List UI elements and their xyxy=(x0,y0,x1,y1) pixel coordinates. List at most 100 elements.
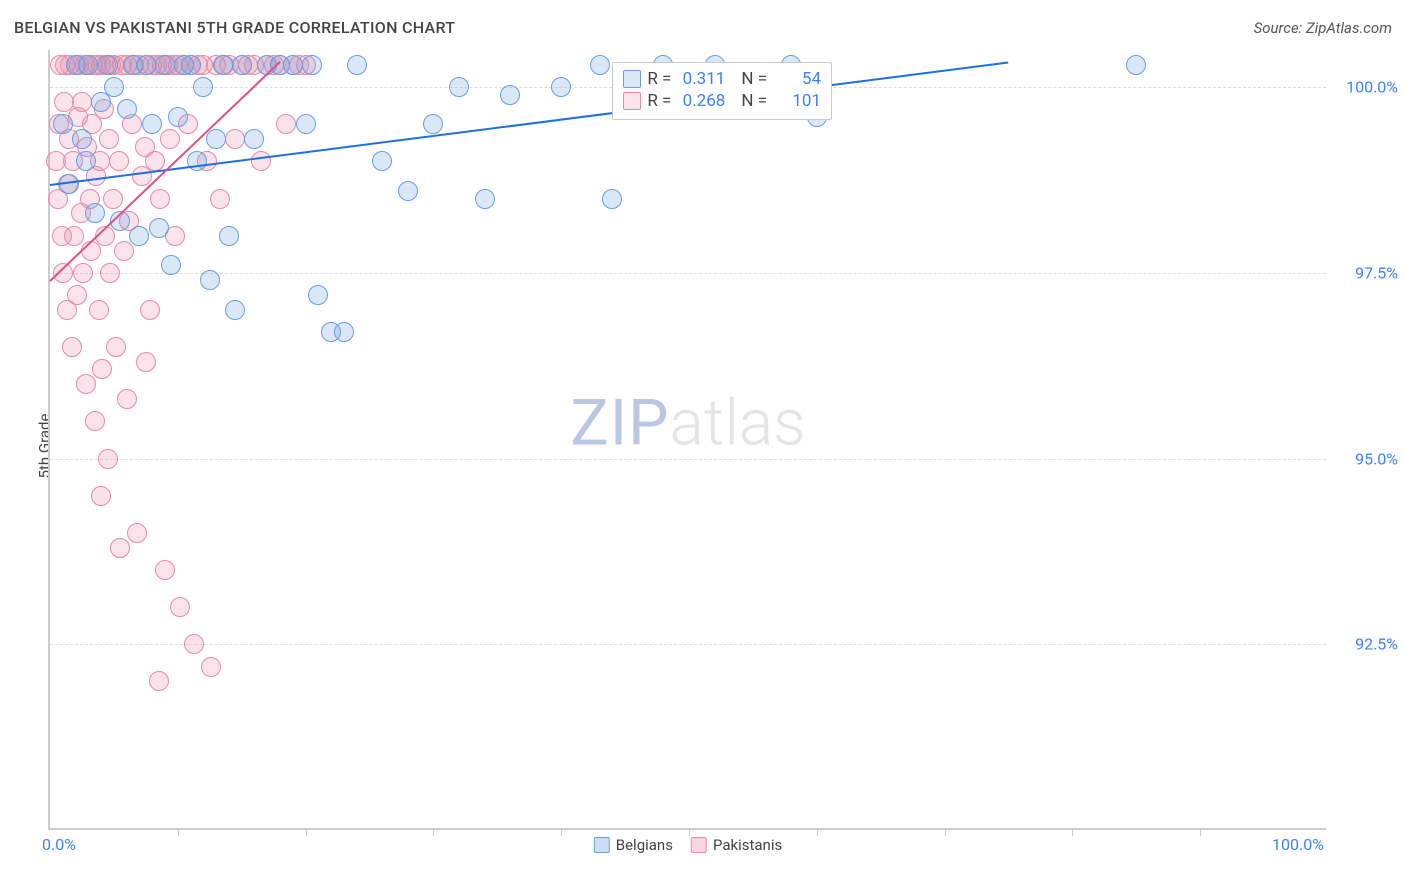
data-point xyxy=(347,55,367,75)
data-point xyxy=(99,129,119,149)
chart-source: Source: ZipAtlas.com xyxy=(1254,19,1392,37)
gridline xyxy=(50,644,1326,645)
data-point xyxy=(103,189,123,209)
y-tick-label: 97.5% xyxy=(1355,263,1398,282)
data-point xyxy=(78,55,98,75)
y-tick-label: 100.0% xyxy=(1346,78,1398,97)
x-tick xyxy=(178,828,179,836)
x-tick xyxy=(689,828,690,836)
legend-row: R =0.311N =54 xyxy=(623,69,821,89)
data-point xyxy=(92,359,112,379)
data-point xyxy=(372,151,392,171)
data-point xyxy=(109,151,129,171)
data-point xyxy=(140,300,160,320)
data-point xyxy=(423,114,443,134)
data-point xyxy=(142,114,162,134)
data-point xyxy=(193,77,213,97)
data-point xyxy=(168,107,188,127)
series-legend: Belgians Pakistanis xyxy=(594,836,782,854)
data-point xyxy=(200,270,220,290)
legend-swatch xyxy=(691,837,707,853)
x-tick-label: 100.0% xyxy=(1272,835,1324,854)
data-point xyxy=(398,181,418,201)
data-point xyxy=(106,337,126,357)
data-point xyxy=(201,657,221,677)
data-point xyxy=(145,151,165,171)
legend-swatch xyxy=(594,837,610,853)
data-point xyxy=(91,486,111,506)
data-point xyxy=(170,597,190,617)
data-point xyxy=(72,92,92,112)
data-point xyxy=(302,55,322,75)
series-legend-item: Belgians xyxy=(594,836,673,854)
data-point xyxy=(64,226,84,246)
legend-r-value: 0.311 xyxy=(677,69,725,89)
data-point xyxy=(76,374,96,394)
legend-n-value: 54 xyxy=(773,69,821,89)
data-point xyxy=(551,77,571,97)
data-point xyxy=(104,77,124,97)
data-point xyxy=(334,322,354,342)
data-point xyxy=(73,263,93,283)
data-point xyxy=(232,55,252,75)
data-point xyxy=(161,255,181,275)
data-point xyxy=(219,226,239,246)
legend-n-label: N = xyxy=(741,91,767,111)
data-point xyxy=(89,300,109,320)
watermark-atlas: atlas xyxy=(670,386,806,461)
series-legend-item: Pakistanis xyxy=(691,836,782,854)
data-point xyxy=(276,114,296,134)
data-point xyxy=(76,151,96,171)
data-point xyxy=(67,285,87,305)
correlation-legend: R =0.311N =54R =0.268N =101 xyxy=(612,62,832,120)
chart-title: BELGIAN VS PAKISTANI 5TH GRADE CORRELATI… xyxy=(14,18,455,37)
x-tick xyxy=(945,828,946,836)
data-point xyxy=(283,55,303,75)
data-point xyxy=(85,411,105,431)
y-tick-label: 95.0% xyxy=(1355,449,1398,468)
data-point xyxy=(136,55,156,75)
data-point xyxy=(210,189,230,209)
data-point xyxy=(500,85,520,105)
data-point xyxy=(155,560,175,580)
data-point xyxy=(187,151,207,171)
data-point xyxy=(244,129,264,149)
x-tick xyxy=(817,828,818,836)
data-point xyxy=(308,285,328,305)
data-point xyxy=(127,523,147,543)
data-point xyxy=(213,55,233,75)
plot-container: ZIPatlas 92.5%95.0%97.5%100.0%0.0%100.0%… xyxy=(48,50,1326,830)
watermark-zip: ZIP xyxy=(570,386,669,461)
legend-swatch xyxy=(623,92,641,110)
gridline xyxy=(50,273,1326,274)
data-point xyxy=(114,241,134,261)
legend-r-label: R = xyxy=(647,91,671,111)
x-tick xyxy=(561,828,562,836)
data-point xyxy=(117,99,137,119)
x-tick xyxy=(1200,828,1201,836)
data-point xyxy=(160,129,180,149)
legend-n-value: 101 xyxy=(773,91,821,111)
data-point xyxy=(225,300,245,320)
data-point xyxy=(117,389,137,409)
x-tick xyxy=(306,828,307,836)
data-point xyxy=(206,129,226,149)
plot-area: ZIPatlas 92.5%95.0%97.5%100.0%0.0%100.0%… xyxy=(48,50,1326,830)
data-point xyxy=(62,337,82,357)
x-tick xyxy=(433,828,434,836)
watermark: ZIPatlas xyxy=(570,386,805,461)
x-tick xyxy=(1072,828,1073,836)
data-point xyxy=(129,226,149,246)
data-point xyxy=(149,218,169,238)
data-point xyxy=(72,129,92,149)
data-point xyxy=(150,189,170,209)
legend-r-value: 0.268 xyxy=(677,91,725,111)
data-point xyxy=(475,189,495,209)
data-point xyxy=(181,55,201,75)
data-point xyxy=(251,151,271,171)
data-point xyxy=(602,189,622,209)
data-point xyxy=(155,55,175,75)
data-point xyxy=(98,449,118,469)
legend-n-label: N = xyxy=(741,69,767,89)
data-point xyxy=(100,263,120,283)
